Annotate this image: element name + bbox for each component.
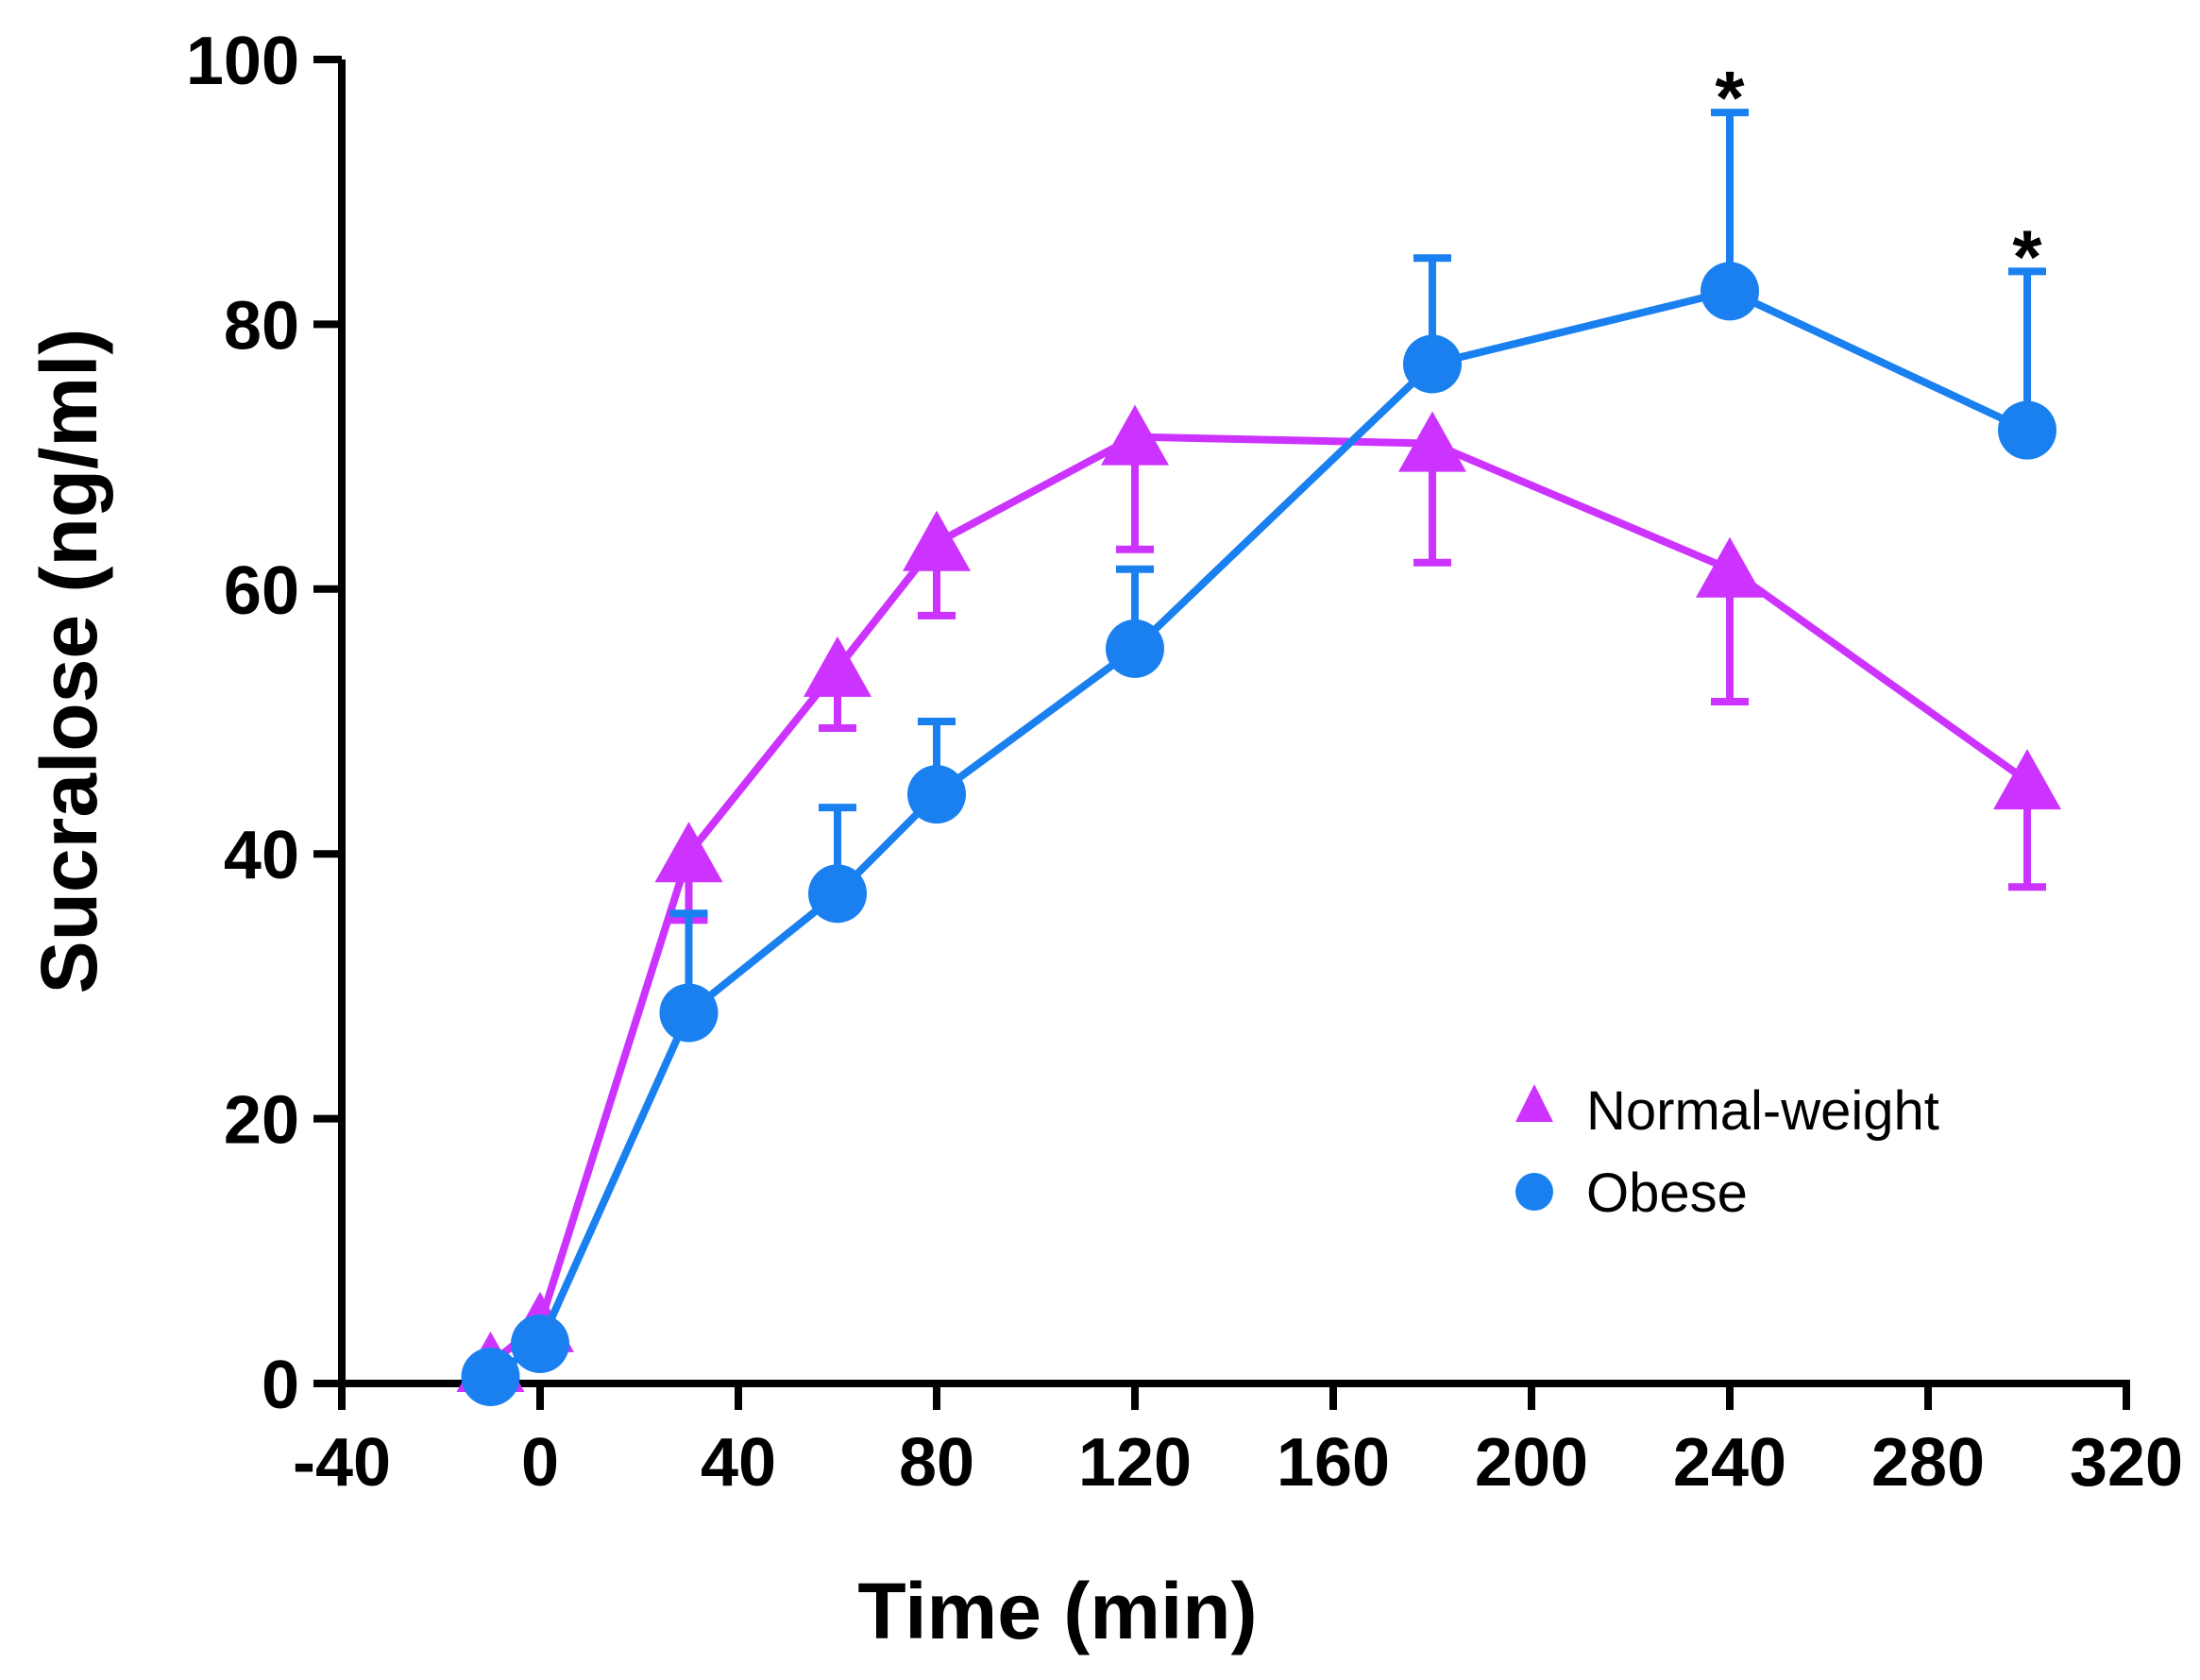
data-point (808, 864, 867, 924)
x-tick-label: 120 (1078, 1425, 1192, 1501)
y-tick-label: 60 (224, 553, 299, 629)
data-point (659, 983, 719, 1043)
significance-marker: * (1715, 56, 1745, 140)
annotation-layer: ** (1715, 56, 2042, 298)
x-tick-label: 160 (1277, 1425, 1390, 1501)
series-obese (461, 109, 2056, 1406)
data-point (1403, 334, 1462, 394)
data-point (907, 765, 966, 824)
x-tick-label: 40 (701, 1425, 776, 1501)
data-point (461, 1347, 520, 1406)
y-tick-label: 20 (224, 1083, 299, 1159)
data-point (654, 822, 723, 883)
y-tick-label: 0 (262, 1348, 299, 1423)
x-tick-label: 280 (1871, 1425, 1985, 1501)
data-point (903, 510, 971, 571)
series-normal-weight (456, 404, 2061, 1392)
x-tick-label: 200 (1475, 1425, 1588, 1501)
x-tick-label: 240 (1673, 1425, 1786, 1501)
data-point (1998, 400, 2056, 460)
legend-marker-obese (1515, 1173, 1553, 1211)
data-point (804, 636, 872, 697)
legend-marker-normal-weight (1515, 1084, 1553, 1122)
y-axis-title: Sucralose (ng/ml) (25, 329, 113, 994)
data-point (1696, 536, 1764, 598)
x-axis-title: Time (min) (857, 1567, 1257, 1655)
x-tick-label: 320 (2070, 1425, 2183, 1501)
significance-marker: * (2012, 214, 2042, 298)
series-layer (456, 109, 2061, 1406)
series-line (487, 433, 2030, 1367)
series-line (488, 287, 2029, 1381)
data-point (1398, 411, 1466, 472)
legend-label-normal-weight: Normal-weight (1586, 1080, 1939, 1142)
data-point (1106, 619, 1164, 678)
y-tick-label: 80 (224, 288, 299, 364)
data-point (511, 1314, 569, 1373)
y-tick-label: 40 (224, 818, 299, 893)
legend: Normal-weight Obese (1515, 1080, 1939, 1224)
x-tick-label: 80 (899, 1425, 974, 1501)
legend-label-obese: Obese (1586, 1162, 1748, 1224)
data-point (1101, 404, 1169, 466)
x-tick-label: 0 (521, 1425, 559, 1501)
x-tick-label: -40 (293, 1425, 391, 1501)
data-point (1701, 262, 1759, 321)
y-tick-label: 100 (186, 24, 299, 99)
data-point (1993, 749, 2061, 810)
